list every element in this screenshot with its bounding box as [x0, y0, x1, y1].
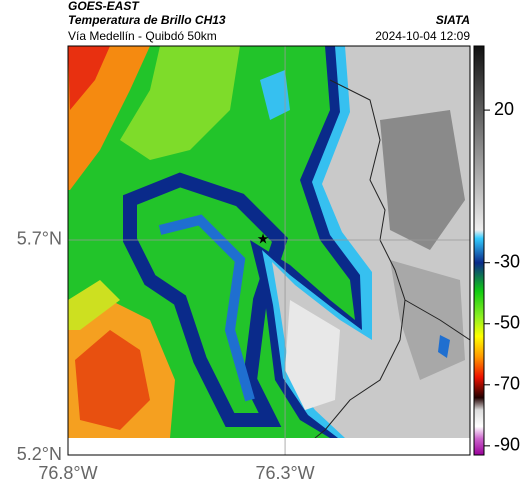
lon-label: 76.3°W: [255, 463, 314, 483]
product: Temperatura de Brillo CH13: [68, 13, 226, 27]
boundary: [404, 299, 470, 341]
lat-label: 5.2°N: [17, 444, 62, 464]
station-marker: ★: [257, 231, 270, 247]
org: SIATA: [436, 13, 470, 27]
warm-zone: [120, 46, 240, 160]
colorbar-label: -50: [494, 313, 520, 333]
colorbar-label: -70: [494, 374, 520, 394]
route: Vía Medellín - Quibdó 50km: [68, 29, 217, 43]
cold-band: [123, 172, 289, 427]
source: GOES-EAST: [68, 0, 140, 13]
cold-band: [158, 214, 255, 402]
lon-label: 76.8°W: [38, 463, 97, 483]
warm-zone: [68, 280, 120, 330]
coastline: [314, 79, 406, 438]
colorbar-label: -90: [494, 435, 520, 455]
colorbar-label: -30: [494, 251, 520, 271]
cloud-top: [285, 300, 340, 410]
lat-label: 5.7°N: [17, 229, 62, 249]
cold-cell: [260, 70, 290, 120]
map-frame: [67, 45, 471, 456]
colorbar-label: 20: [494, 99, 514, 119]
cloud-top: [380, 110, 465, 250]
imagery: [68, 46, 470, 438]
warm-zone: [68, 46, 110, 110]
warm-zone: [75, 330, 150, 430]
cold-cell: [438, 335, 450, 358]
timestamp: 2024-10-04 12:09: [375, 29, 470, 43]
colorbar: [473, 45, 485, 456]
